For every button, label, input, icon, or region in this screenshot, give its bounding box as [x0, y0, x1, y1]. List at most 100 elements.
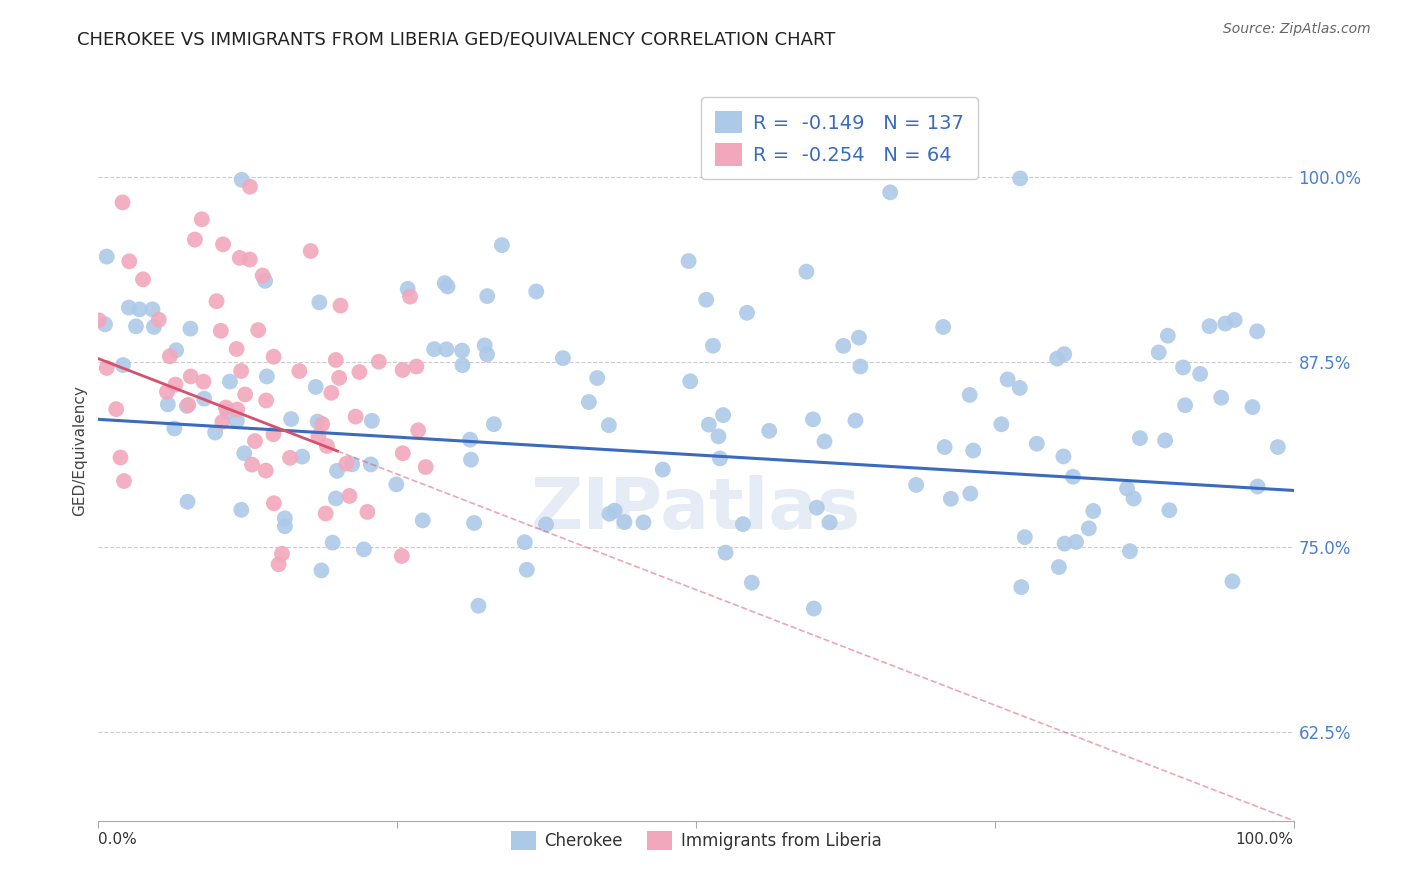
Point: [321, 385, 343, 400]
Legend: Cherokee, Immigrants from Liberia: Cherokee, Immigrants from Liberia: [503, 824, 889, 856]
Point: [436, 343, 458, 357]
Point: [603, 503, 626, 517]
Point: [709, 451, 731, 466]
Text: 0.0%: 0.0%: [98, 832, 138, 847]
Point: [367, 354, 389, 368]
Point: [475, 347, 498, 361]
Point: [180, 369, 202, 384]
Point: [803, 601, 825, 615]
Point: [267, 558, 290, 572]
Text: CHEROKEE VS IMMIGRANTS FROM LIBERIA GED/EQUIVALENCY CORRELATION CHART: CHEROKEE VS IMMIGRANTS FROM LIBERIA GED/…: [77, 31, 835, 49]
Point: [415, 460, 437, 475]
Point: [308, 295, 330, 310]
Point: [148, 312, 170, 326]
Point: [391, 549, 413, 563]
Point: [212, 237, 235, 252]
Point: [125, 319, 148, 334]
Point: [159, 349, 181, 363]
Point: [307, 415, 329, 429]
Point: [226, 402, 249, 417]
Point: [1010, 171, 1032, 186]
Point: [731, 517, 754, 532]
Point: [1116, 482, 1139, 496]
Point: [307, 429, 329, 443]
Point: [534, 517, 557, 532]
Point: [165, 377, 187, 392]
Point: [458, 433, 481, 447]
Point: [211, 415, 233, 429]
Point: [1241, 400, 1264, 414]
Point: [385, 477, 408, 491]
Point: [118, 254, 141, 268]
Point: [396, 282, 419, 296]
Text: 100.0%: 100.0%: [1236, 832, 1294, 847]
Point: [329, 299, 352, 313]
Point: [1077, 521, 1099, 535]
Point: [205, 294, 228, 309]
Point: [254, 274, 277, 288]
Point: [349, 365, 371, 379]
Point: [247, 323, 270, 337]
Point: [1246, 324, 1268, 338]
Point: [463, 516, 485, 530]
Point: [939, 491, 962, 506]
Point: [796, 265, 818, 279]
Point: [451, 343, 474, 358]
Point: [801, 412, 824, 426]
Point: [1053, 536, 1076, 550]
Point: [271, 547, 294, 561]
Point: [1047, 560, 1070, 574]
Point: [215, 401, 238, 415]
Point: [848, 331, 870, 345]
Point: [1025, 436, 1047, 450]
Point: [551, 351, 574, 365]
Point: [165, 343, 187, 358]
Point: [474, 338, 496, 352]
Point: [962, 443, 984, 458]
Point: [524, 285, 547, 299]
Point: [231, 173, 253, 187]
Point: [326, 464, 349, 478]
Point: [934, 440, 956, 454]
Y-axis label: GED/Equivalency: GED/Equivalency: [72, 385, 87, 516]
Point: [156, 397, 179, 411]
Point: [436, 279, 458, 293]
Point: [94, 318, 117, 332]
Point: [849, 359, 872, 374]
Point: [1129, 431, 1152, 445]
Point: [311, 564, 333, 578]
Point: [360, 458, 382, 472]
Point: [997, 372, 1019, 386]
Point: [233, 446, 256, 460]
Point: [707, 429, 730, 443]
Point: [1010, 580, 1032, 594]
Point: [477, 289, 499, 303]
Point: [758, 424, 780, 438]
Point: [225, 342, 247, 356]
Point: [405, 359, 427, 374]
Point: [128, 302, 150, 317]
Point: [176, 494, 198, 508]
Point: [578, 395, 600, 409]
Point: [1064, 535, 1087, 549]
Point: [1267, 440, 1289, 454]
Point: [112, 474, 135, 488]
Point: [1159, 503, 1181, 517]
Point: [932, 320, 955, 334]
Point: [325, 491, 347, 506]
Point: [288, 364, 311, 378]
Point: [695, 293, 717, 307]
Point: [252, 268, 274, 283]
Point: [1053, 347, 1076, 361]
Point: [679, 374, 702, 388]
Point: [240, 458, 263, 472]
Point: [111, 358, 134, 372]
Point: [254, 464, 277, 478]
Point: [516, 563, 538, 577]
Point: [291, 450, 314, 464]
Point: [111, 195, 134, 210]
Point: [193, 392, 215, 406]
Point: [1174, 398, 1197, 412]
Point: [391, 363, 413, 377]
Point: [586, 371, 609, 385]
